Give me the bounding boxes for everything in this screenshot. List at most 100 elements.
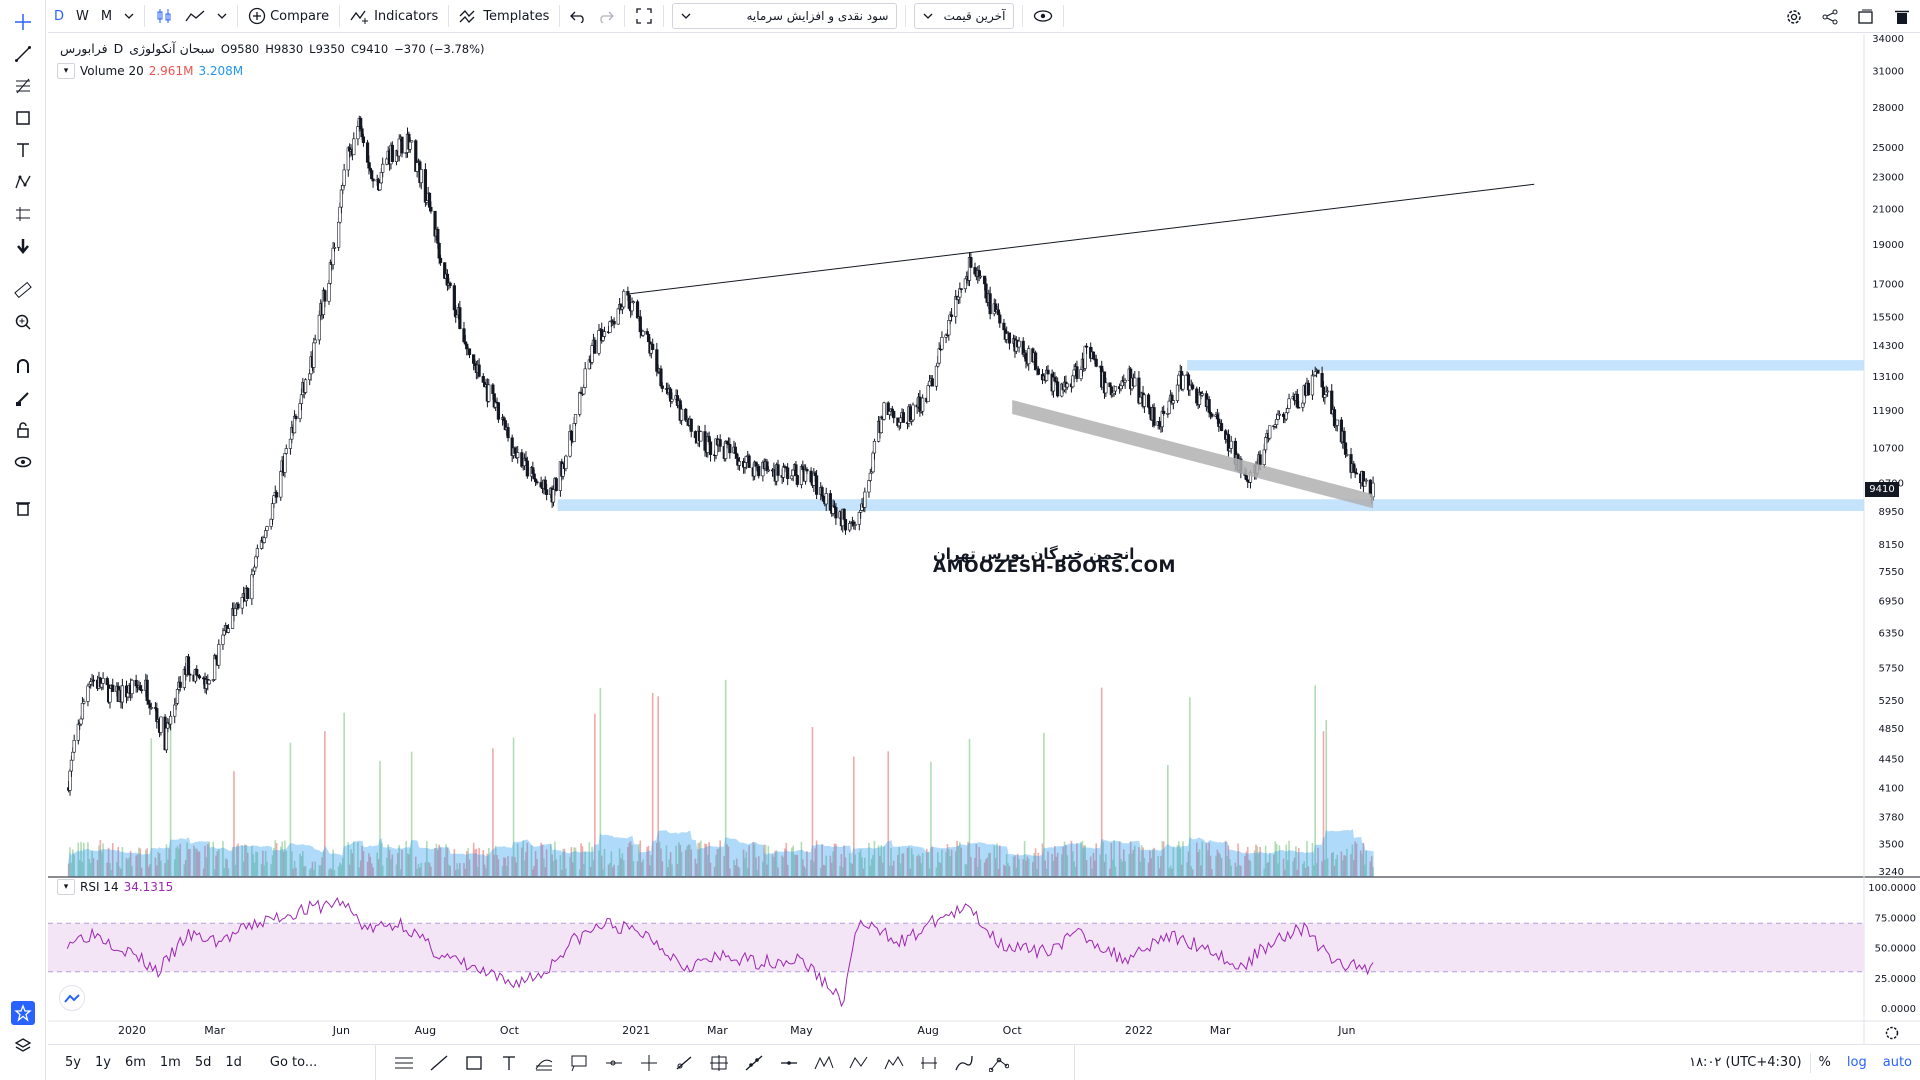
candle-body <box>843 519 848 531</box>
volume-bar <box>824 865 826 876</box>
interval-d[interactable]: D <box>54 8 65 24</box>
candle-body <box>969 257 973 268</box>
trash-icon[interactable] <box>11 496 35 520</box>
zones[interactable] <box>557 360 1864 511</box>
volume-bar <box>475 848 478 876</box>
interval-m[interactable]: M <box>100 8 113 24</box>
cross-line-icon[interactable] <box>631 1050 666 1076</box>
candle-body <box>1181 375 1185 390</box>
volume-bar <box>289 742 292 876</box>
dividend-dropdown[interactable]: سود نقدی و افزایش سرمایه <box>672 3 898 29</box>
brush-icon[interactable] <box>946 1050 981 1076</box>
trend-line-icon[interactable] <box>421 1050 456 1076</box>
volume-bar <box>777 867 779 876</box>
range-1d[interactable]: 1d <box>225 1055 242 1070</box>
range-6m[interactable]: 6m <box>124 1055 146 1070</box>
pattern-icon[interactable] <box>11 170 35 194</box>
volume-bar <box>1282 858 1285 876</box>
volume-bar <box>719 840 721 876</box>
volume-bar <box>1120 859 1122 876</box>
templates-button[interactable]: Templates <box>453 0 555 33</box>
log-toggle[interactable]: log <box>1846 1055 1867 1070</box>
range-1m[interactable]: 1m <box>159 1055 181 1070</box>
goto-button[interactable]: Go to... <box>269 1055 318 1070</box>
delete-trash-icon[interactable] <box>1884 0 1920 33</box>
compare-button[interactable]: Compare <box>242 0 335 33</box>
volume-bar <box>872 854 874 876</box>
candle-body <box>265 526 269 531</box>
range-1y[interactable]: 1y <box>94 1055 111 1070</box>
xabcd-pattern-icon[interactable] <box>806 1050 841 1076</box>
extended-line-icon[interactable] <box>736 1050 771 1076</box>
volume-bar <box>1014 855 1016 876</box>
fullscreen-icon[interactable] <box>629 0 659 33</box>
auto-toggle[interactable]: auto <box>1882 1055 1912 1070</box>
volume-bar <box>1043 732 1045 876</box>
fib-channel-icon[interactable] <box>526 1050 561 1076</box>
share-icon[interactable] <box>1812 0 1848 33</box>
volume-bar <box>1169 865 1172 876</box>
volume-bar <box>552 861 555 876</box>
line-style-icon[interactable] <box>179 0 211 33</box>
horizontal-lines-icon[interactable] <box>386 1050 421 1076</box>
crosshair-icon[interactable] <box>11 10 35 34</box>
rectangle-icon[interactable] <box>11 106 35 130</box>
templates-label: Templates <box>483 8 550 24</box>
settings-gear-icon[interactable] <box>1776 0 1812 33</box>
volume-bar <box>888 865 891 876</box>
percent-toggle[interactable]: % <box>1818 1055 1831 1070</box>
eye-icon[interactable] <box>11 450 35 474</box>
range-5d[interactable]: 5d <box>194 1055 212 1070</box>
favorites-star-icon[interactable] <box>11 1001 35 1025</box>
visibility-eye-icon[interactable] <box>1027 0 1059 33</box>
volume-bar <box>792 845 794 876</box>
chart-canvas[interactable]: 34000 31000 28000 25000 23000 21000 19000 17000… <box>48 34 1920 1044</box>
lock-icon[interactable] <box>11 418 35 442</box>
volume-bar <box>678 842 680 876</box>
volume-bar <box>212 841 215 876</box>
candles-icon[interactable] <box>149 0 179 33</box>
interval-chevron-down-icon[interactable] <box>118 0 140 33</box>
trend-line-icon[interactable] <box>11 42 35 66</box>
undo-icon[interactable] <box>564 0 592 33</box>
ray-icon[interactable] <box>666 1050 701 1076</box>
volume-bar <box>100 852 103 876</box>
tradingview-logo-icon[interactable] <box>59 985 85 1011</box>
ruler-icon[interactable] <box>11 278 35 302</box>
arrow-down-icon[interactable] <box>11 234 35 258</box>
trend-lines[interactable] <box>626 183 1535 509</box>
volume-bar <box>573 847 575 876</box>
volume-name: Volume 20 <box>80 64 144 78</box>
date-price-range-icon[interactable] <box>911 1050 946 1076</box>
indicators-button[interactable]: Indicators <box>344 0 444 33</box>
stay-drawing-icon[interactable] <box>11 386 35 410</box>
h-line-icon[interactable] <box>771 1050 806 1076</box>
abcd-pattern-icon[interactable] <box>841 1050 876 1076</box>
redo-icon[interactable] <box>592 0 620 33</box>
candle-body <box>1146 394 1151 408</box>
fib-icon[interactable] <box>11 74 35 98</box>
rectangle-icon[interactable] <box>456 1050 491 1076</box>
collapse-chevron-icon[interactable]: ▾ <box>57 879 75 895</box>
chart-type-chevron-down-icon[interactable] <box>211 0 233 33</box>
layers-icon[interactable] <box>11 1034 35 1058</box>
callout-icon[interactable] <box>561 1050 596 1076</box>
text-icon[interactable] <box>491 1050 526 1076</box>
interval-w[interactable]: W <box>76 8 89 24</box>
fixed-range-icon[interactable] <box>701 1050 736 1076</box>
forecast-icon[interactable] <box>11 202 35 226</box>
candle-body <box>872 441 877 454</box>
text-icon[interactable] <box>11 138 35 162</box>
volume-bar <box>957 846 960 876</box>
pitchfork-icon[interactable] <box>981 1050 1016 1076</box>
gear-ring <box>1885 1026 1899 1040</box>
snapshot-icon[interactable] <box>1848 0 1884 33</box>
horizontal-ray-icon[interactable] <box>596 1050 631 1076</box>
range-5y[interactable]: 5y <box>65 1055 81 1070</box>
timezone-label[interactable]: ۱۸:۰۲ (UTC+4:30) <box>1689 1055 1802 1070</box>
elliott-wave-icon[interactable] <box>876 1050 911 1076</box>
zoom-icon[interactable] <box>11 310 35 334</box>
price-source-dropdown[interactable]: آخرین قیمت <box>914 3 1015 29</box>
collapse-chevron-icon[interactable]: ▾ <box>57 63 75 79</box>
magnet-icon[interactable] <box>11 354 35 378</box>
